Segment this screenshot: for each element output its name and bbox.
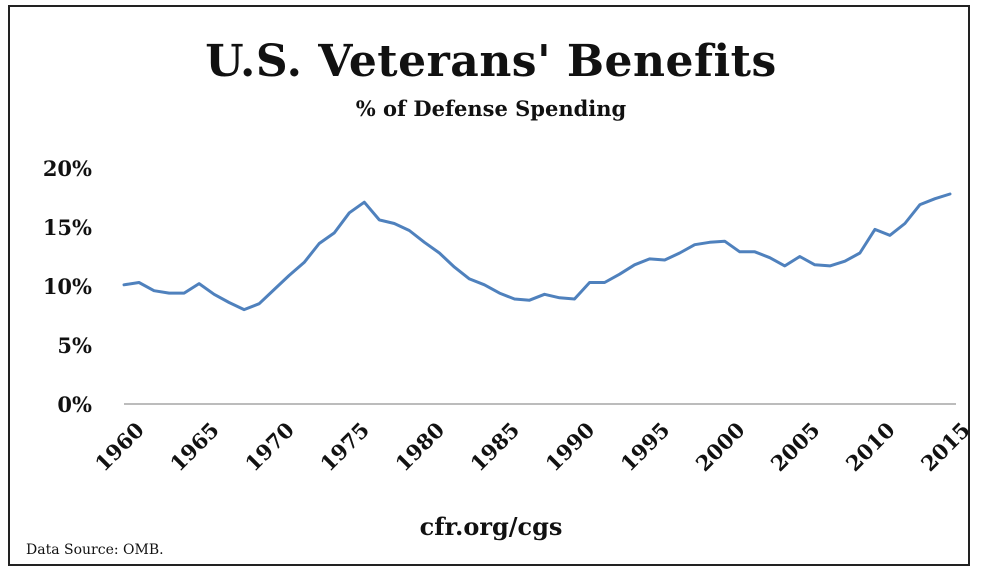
y-tick-label: 10% <box>43 274 92 299</box>
data-source-note: Data Source: OMB. <box>26 542 164 558</box>
x-tick-label: 1970 <box>240 417 299 476</box>
y-tick-label: 5% <box>57 333 92 358</box>
chart-title: U.S. Veterans' Benefits <box>205 36 777 87</box>
x-tick-label: 1975 <box>315 417 374 476</box>
x-tick-label: 2000 <box>691 417 750 476</box>
x-tick-label: 2010 <box>841 417 900 476</box>
y-tick-label: 20% <box>43 156 92 181</box>
y-tick-label: 0% <box>57 392 92 417</box>
x-tick-label: 2005 <box>766 417 825 476</box>
series-line <box>122 192 952 312</box>
x-tick-label: 1965 <box>165 417 224 476</box>
chart-subtitle: % of Defense Spending <box>355 96 627 121</box>
x-tick-label: 1980 <box>390 417 449 476</box>
x-tick-label: 1995 <box>615 417 674 476</box>
x-tick-label: 1960 <box>90 417 149 476</box>
x-tick-label: 1985 <box>465 417 524 476</box>
chart-frame <box>8 5 970 566</box>
footer-credit: cfr.org/cgs <box>419 512 563 541</box>
x-tick-label: 1990 <box>540 417 599 476</box>
x-tick-label: 2015 <box>916 417 975 476</box>
y-tick-label: 15% <box>43 215 92 240</box>
